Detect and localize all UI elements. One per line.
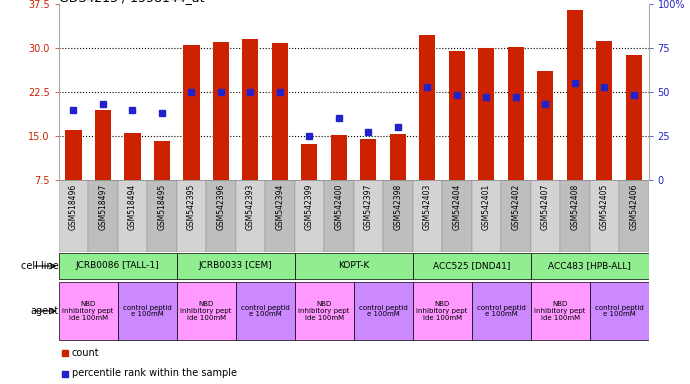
Bar xyxy=(420,35,435,180)
Text: NBD
inhibitory pept
ide 100mM: NBD inhibitory pept ide 100mM xyxy=(535,301,586,321)
Text: GSM518496: GSM518496 xyxy=(69,184,78,230)
FancyBboxPatch shape xyxy=(59,253,177,279)
Text: control peptid
e 100mM: control peptid e 100mM xyxy=(241,305,290,317)
FancyBboxPatch shape xyxy=(177,282,235,340)
Text: ACC525 [DND41]: ACC525 [DND41] xyxy=(433,262,511,270)
Bar xyxy=(589,180,619,252)
Text: JCRB0033 [CEM]: JCRB0033 [CEM] xyxy=(199,262,273,270)
Bar xyxy=(383,180,413,252)
Text: GSM542399: GSM542399 xyxy=(305,184,314,230)
Text: GSM542403: GSM542403 xyxy=(423,184,432,230)
Bar xyxy=(472,180,501,252)
Bar xyxy=(235,180,265,252)
Text: GSM542393: GSM542393 xyxy=(246,184,255,230)
FancyBboxPatch shape xyxy=(413,282,472,340)
Text: GSM518497: GSM518497 xyxy=(99,184,108,230)
Text: GSM542401: GSM542401 xyxy=(482,184,491,230)
Text: agent: agent xyxy=(30,306,59,316)
Bar xyxy=(538,71,553,180)
Text: ACC483 [HPB-ALL]: ACC483 [HPB-ALL] xyxy=(548,262,631,270)
FancyBboxPatch shape xyxy=(295,282,353,340)
Text: GSM542408: GSM542408 xyxy=(571,184,580,230)
Bar xyxy=(302,144,317,180)
Bar xyxy=(353,180,383,252)
Text: GSM518495: GSM518495 xyxy=(157,184,166,230)
Text: NBD
inhibitory pept
ide 100mM: NBD inhibitory pept ide 100mM xyxy=(181,301,232,321)
Bar xyxy=(88,180,117,252)
Bar xyxy=(478,48,495,180)
Bar xyxy=(560,180,589,252)
Text: control peptid
e 100mM: control peptid e 100mM xyxy=(359,305,408,317)
Bar xyxy=(448,51,465,180)
Text: GSM542402: GSM542402 xyxy=(511,184,520,230)
FancyBboxPatch shape xyxy=(117,282,177,340)
Bar xyxy=(626,55,642,180)
Text: JCRB0086 [TALL-1]: JCRB0086 [TALL-1] xyxy=(76,262,159,270)
FancyBboxPatch shape xyxy=(413,253,531,279)
Text: percentile rank within the sample: percentile rank within the sample xyxy=(72,369,237,379)
Text: count: count xyxy=(72,348,99,358)
Bar xyxy=(413,180,442,252)
Bar xyxy=(324,180,353,252)
Text: GSM542397: GSM542397 xyxy=(364,184,373,230)
FancyBboxPatch shape xyxy=(295,253,413,279)
Text: GSM542406: GSM542406 xyxy=(629,184,638,230)
Bar xyxy=(177,180,206,252)
Text: GSM542398: GSM542398 xyxy=(393,184,402,230)
Bar xyxy=(206,180,235,252)
Text: control peptid
e 100mM: control peptid e 100mM xyxy=(477,305,526,317)
FancyBboxPatch shape xyxy=(472,282,531,340)
Bar xyxy=(531,180,560,252)
Bar xyxy=(66,130,81,180)
Bar xyxy=(272,43,288,180)
Text: GSM542395: GSM542395 xyxy=(187,184,196,230)
Bar xyxy=(147,180,177,252)
FancyBboxPatch shape xyxy=(531,253,649,279)
FancyBboxPatch shape xyxy=(531,282,589,340)
Bar xyxy=(619,180,649,252)
Bar xyxy=(154,141,170,180)
FancyBboxPatch shape xyxy=(177,253,295,279)
FancyBboxPatch shape xyxy=(59,282,117,340)
Text: NBD
inhibitory pept
ide 100mM: NBD inhibitory pept ide 100mM xyxy=(417,301,468,321)
Text: KOPT-K: KOPT-K xyxy=(338,262,369,270)
Bar xyxy=(124,133,141,180)
FancyBboxPatch shape xyxy=(589,282,649,340)
Bar xyxy=(184,45,199,180)
Bar xyxy=(566,10,583,180)
Bar xyxy=(117,180,147,252)
Bar xyxy=(213,42,229,180)
Text: cell line: cell line xyxy=(21,261,59,271)
Text: GSM542404: GSM542404 xyxy=(453,184,462,230)
Bar xyxy=(390,134,406,180)
Bar xyxy=(360,139,377,180)
Bar xyxy=(501,180,531,252)
Text: NBD
inhibitory pept
ide 100mM: NBD inhibitory pept ide 100mM xyxy=(63,301,114,321)
Bar xyxy=(508,47,524,180)
Bar xyxy=(295,180,324,252)
Bar xyxy=(242,39,259,180)
Text: GSM542396: GSM542396 xyxy=(217,184,226,230)
FancyBboxPatch shape xyxy=(235,282,295,340)
Bar xyxy=(442,180,472,252)
Text: GSM542400: GSM542400 xyxy=(335,184,344,230)
Text: control peptid
e 100mM: control peptid e 100mM xyxy=(123,305,172,317)
Bar xyxy=(331,135,347,180)
Text: NBD
inhibitory pept
ide 100mM: NBD inhibitory pept ide 100mM xyxy=(299,301,350,321)
Text: GSM542405: GSM542405 xyxy=(600,184,609,230)
Text: GDS4213 / 1558144_at: GDS4213 / 1558144_at xyxy=(59,0,204,4)
Bar xyxy=(95,109,111,180)
Bar xyxy=(265,180,295,252)
Text: GSM542407: GSM542407 xyxy=(541,184,550,230)
Text: control peptid
e 100mM: control peptid e 100mM xyxy=(595,305,644,317)
FancyBboxPatch shape xyxy=(353,282,413,340)
Text: GSM542394: GSM542394 xyxy=(275,184,284,230)
Bar xyxy=(59,180,88,252)
Bar xyxy=(596,41,613,180)
Text: GSM518494: GSM518494 xyxy=(128,184,137,230)
